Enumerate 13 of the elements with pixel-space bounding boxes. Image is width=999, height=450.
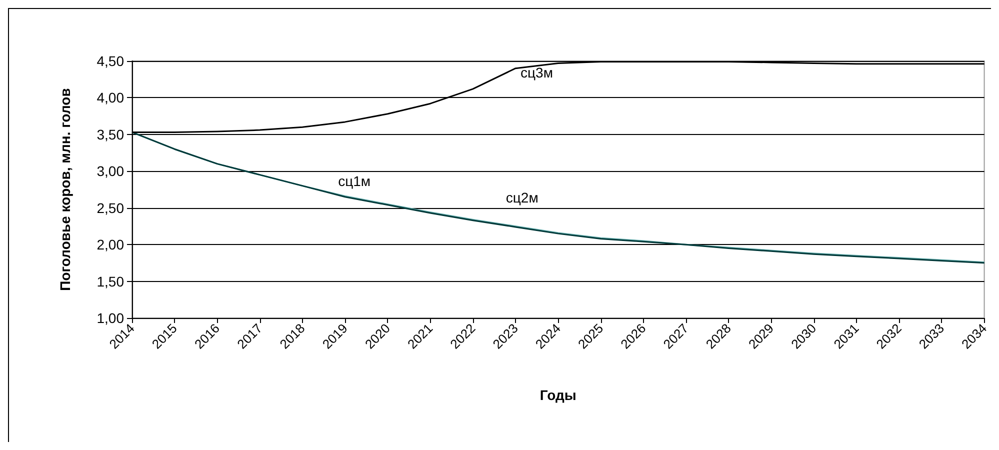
- y-tick-label: 4,50: [96, 53, 124, 69]
- series-label: сц1м: [338, 172, 371, 189]
- y-tick-label: 1,00: [96, 310, 124, 326]
- y-tick-label: 1,50: [96, 273, 124, 290]
- x-axis-title: Годы: [540, 387, 576, 403]
- y-tick-label: 2,50: [96, 200, 124, 216]
- series-label: сц3м: [520, 64, 553, 80]
- y-axis-title: Поголовье коров, млн. голов: [57, 88, 73, 291]
- y-tick-label: 2,00: [96, 236, 124, 253]
- y-tick-label: 3,00: [96, 163, 124, 180]
- y-tick-label: 3,50: [96, 126, 124, 142]
- y-tick-label: 4,00: [96, 90, 124, 106]
- series-label: сц2м: [506, 190, 538, 206]
